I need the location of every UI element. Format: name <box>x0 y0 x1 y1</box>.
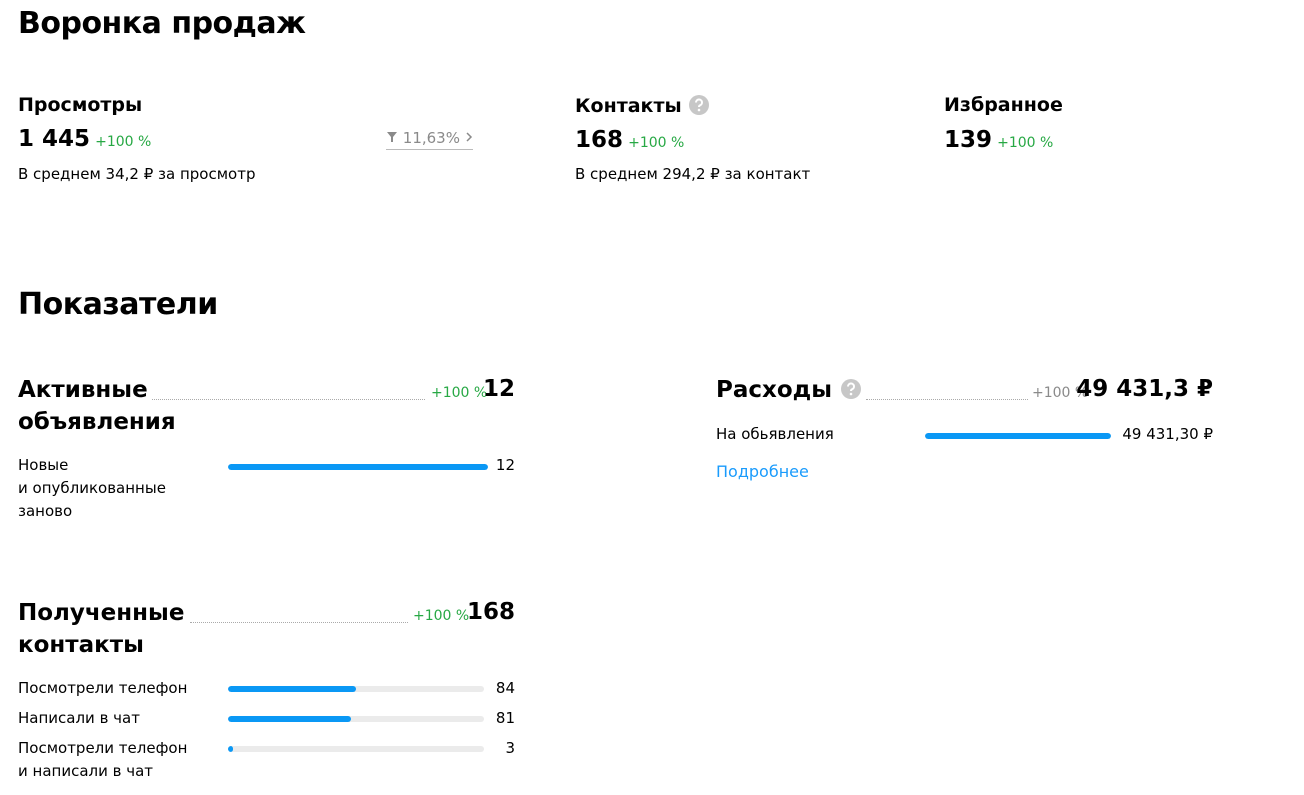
block-title: Активные объявления <box>18 377 176 435</box>
row-value: 49 431,30 ₽ <box>1122 425 1213 443</box>
metric-value: 168 <box>575 127 624 153</box>
metric-row: 1 445 +100 % <box>18 126 151 152</box>
metric-note: В среднем 34,2 ₽ за просмотр <box>18 165 256 183</box>
block-title: Полученные контакты <box>18 600 185 658</box>
block-change: +100 % <box>413 608 470 624</box>
metric-row: 139 +100 % <box>944 127 1053 153</box>
metric-note: В среднем 294,2 ₽ за контакт <box>575 165 811 183</box>
metric-name: Контакты <box>575 95 682 117</box>
metric-row: 168 +100 % <box>575 127 684 153</box>
metric-name: Просмотры <box>18 94 143 116</box>
leader <box>866 399 1028 400</box>
row-label: Посмотрели телефон и написали в чат <box>18 739 188 780</box>
row-label: Написали в чат <box>18 709 140 727</box>
row-label: На обьявления <box>716 425 834 443</box>
metric-name: Избранное <box>944 94 1063 116</box>
row-value: 12 <box>495 456 515 474</box>
bar-track <box>228 716 484 722</box>
block-title: Расходы <box>716 377 833 403</box>
bar-track <box>228 686 484 692</box>
block-change: +100 % <box>1032 385 1089 401</box>
metric-change: +100 % <box>628 135 685 151</box>
bar <box>925 433 1111 439</box>
bar <box>228 464 488 470</box>
metric-value: 139 <box>944 127 993 153</box>
row-label: Посмотрели телефон <box>18 679 188 697</box>
row-value: 81 <box>495 709 515 727</box>
conversion-link[interactable]: 11,63% <box>386 129 473 150</box>
row-label: Новые и опубликованные заново <box>18 456 166 520</box>
bar <box>228 716 352 722</box>
section-title: Показатели <box>18 287 218 322</box>
metric-name-row: Контакты <box>575 94 710 117</box>
block-value: 168 <box>466 599 515 625</box>
row-value: 3 <box>505 739 515 757</box>
block-change: +100 % <box>431 385 488 401</box>
block-title-row: Расходы <box>716 374 862 406</box>
leader <box>190 622 408 623</box>
metric-value: 1 445 <box>18 126 91 152</box>
block-value: 12 <box>482 376 515 402</box>
bar <box>228 746 233 752</box>
metric-change: +100 % <box>997 135 1054 151</box>
funnel-icon <box>387 132 397 142</box>
bar-track <box>228 464 488 470</box>
chevron <box>466 132 472 142</box>
conversion: 11,63% <box>402 129 460 147</box>
block-value: 49 431,3 ₽ <box>1076 376 1213 402</box>
leader <box>152 399 425 400</box>
help-icon[interactable] <box>688 94 710 116</box>
bar-track <box>925 433 1111 439</box>
section-title: Воронка продаж <box>18 6 306 41</box>
help-icon[interactable] <box>840 378 862 400</box>
details-link[interactable]: Подробнее <box>716 462 809 481</box>
bar-track <box>228 746 484 752</box>
bar <box>228 686 356 692</box>
metric-change: +100 % <box>95 134 152 150</box>
row-value: 84 <box>495 679 515 697</box>
